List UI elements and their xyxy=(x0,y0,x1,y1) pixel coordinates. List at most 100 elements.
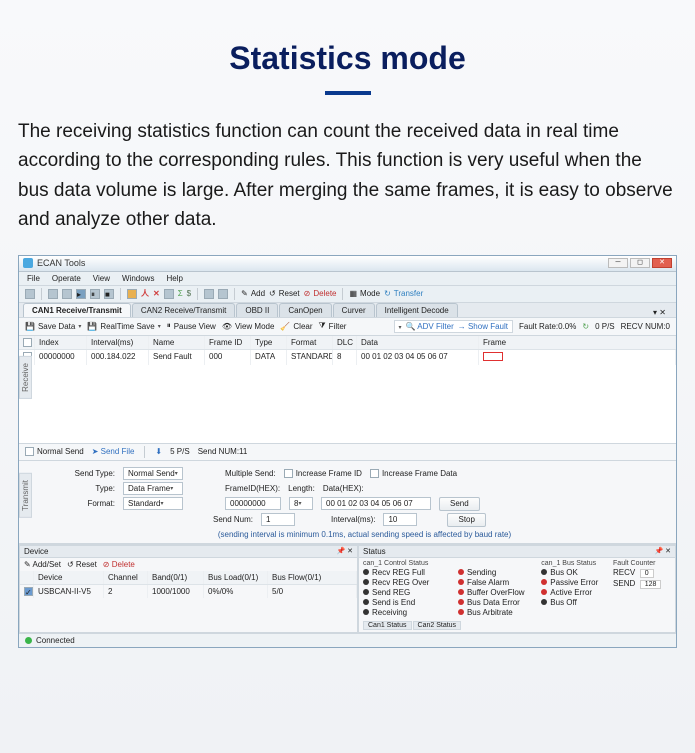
toolbar-icon[interactable]: Σ xyxy=(178,289,183,298)
view-mode-button[interactable]: 👁 View Mode xyxy=(222,322,275,331)
length-label: Length: xyxy=(288,484,315,493)
interval-input[interactable]: 10 xyxy=(383,513,417,526)
col-type[interactable]: Type xyxy=(251,336,287,349)
normal-send-tab[interactable]: Normal Send xyxy=(25,447,84,456)
maximize-button[interactable]: ◻ xyxy=(630,258,650,268)
devcol-device[interactable]: Device xyxy=(34,571,104,584)
status-item: Send is End xyxy=(363,598,450,607)
realtime-save-button[interactable]: 💾 RealTime Save xyxy=(87,322,160,331)
pause-icon[interactable]: ⏸ xyxy=(90,289,100,299)
title-bar: ECAN Tools ─ ◻ ✕ xyxy=(19,256,676,272)
main-toolbar: ▸ ⏸ ■ 人 ✕ Σ $ ✎ Add ↺ Reset ⊘ Delete ▦ M… xyxy=(19,286,676,303)
tab-can2[interactable]: CAN2 Receive/Transmit xyxy=(132,303,236,317)
col-frameid[interactable]: Frame ID xyxy=(205,336,251,349)
frameid-input[interactable]: 00000000 xyxy=(225,497,281,510)
send-type-select[interactable]: Normal Send xyxy=(123,467,183,480)
transfer-button[interactable]: ↻ Transfer xyxy=(384,289,423,298)
tab-can1[interactable]: CAN1 Receive/Transmit xyxy=(23,303,131,317)
col-index[interactable]: Index xyxy=(35,336,87,349)
length-select[interactable]: 8 xyxy=(289,497,313,510)
mode-button[interactable]: ▦ Mode xyxy=(349,289,380,298)
menu-operate[interactable]: Operate xyxy=(52,274,81,283)
col-frame[interactable]: Frame xyxy=(479,336,676,349)
format-select[interactable]: Standard xyxy=(123,497,183,510)
col-interval[interactable]: Interval(ms) xyxy=(87,336,149,349)
menu-view[interactable]: View xyxy=(93,274,110,283)
increase-framedata-checkbox[interactable]: Increase Frame Data xyxy=(370,469,457,478)
play-icon[interactable]: ▸ xyxy=(76,289,86,299)
toolbar-icon[interactable]: 人 xyxy=(141,288,149,299)
status-item: Send REG xyxy=(363,588,450,597)
add-button[interactable]: ✎ Add xyxy=(241,289,265,298)
col-dlc[interactable]: DLC xyxy=(333,336,357,349)
save-data-button[interactable]: 💾 Save Data xyxy=(25,322,81,331)
toolbar-icon[interactable] xyxy=(164,289,174,299)
pause-view-button[interactable]: ⏸ Pause View xyxy=(167,321,216,331)
show-fault-button[interactable]: → Show Fault xyxy=(458,322,508,331)
tab-canopen[interactable]: CanOpen xyxy=(279,303,331,317)
devcol-busflow[interactable]: Bus Flow(0/1) xyxy=(268,571,357,584)
col-name[interactable]: Name xyxy=(149,336,205,349)
minimize-button[interactable]: ─ xyxy=(608,258,628,268)
device-row[interactable]: ✓ USBCAN-II-V5 2 1000/1000 0%/0% 5/0 xyxy=(20,585,357,598)
stop-icon[interactable]: ■ xyxy=(104,289,114,299)
toolbar-icon[interactable] xyxy=(218,289,228,299)
app-title: ECAN Tools xyxy=(37,258,608,268)
device-addset-button[interactable]: ✎ Add/Set xyxy=(24,560,61,569)
menu-help[interactable]: Help xyxy=(166,274,182,283)
recv-num-label: RECV NUM:0 xyxy=(621,322,670,331)
close-button[interactable]: ✕ xyxy=(652,258,672,268)
send-file-tab[interactable]: ➤ Send File xyxy=(92,447,135,456)
devcol-busload[interactable]: Bus Load(0/1) xyxy=(204,571,268,584)
send-type-label: Send Type: xyxy=(59,469,115,478)
col-data[interactable]: Data xyxy=(357,336,479,349)
adv-filter-button[interactable]: 🔍 ADV Filter xyxy=(406,322,454,331)
device-delete-button[interactable]: ⊘ Delete xyxy=(103,560,135,569)
tab-obd[interactable]: OBD II xyxy=(236,303,278,317)
clear-button[interactable]: 🧹 Clear xyxy=(280,322,312,331)
reset-button[interactable]: ↺ Reset xyxy=(269,289,300,298)
toolbar-icon[interactable]: ✕ xyxy=(153,289,160,298)
toolbar-icon[interactable]: $ xyxy=(187,289,191,298)
toolbar-icon[interactable] xyxy=(204,289,214,299)
send-num-input[interactable]: 1 xyxy=(261,513,295,526)
send-button[interactable]: Send xyxy=(439,497,480,511)
stop-button[interactable]: Stop xyxy=(447,513,485,527)
adv-filter-dd[interactable] xyxy=(399,322,402,331)
can1-status-tab[interactable]: Can1 Status xyxy=(363,621,412,630)
status-item: Sending xyxy=(458,568,533,577)
tabstrip-controls[interactable]: ▾ ✕ xyxy=(647,308,672,317)
send-down-icon[interactable]: ⬇ xyxy=(155,447,162,456)
device-panel-pin[interactable]: 📌 ✕ xyxy=(336,547,353,556)
status-panel-pin[interactable]: 📌 ✕ xyxy=(654,547,671,556)
transmit-side-tab[interactable]: Transmit xyxy=(19,473,32,518)
interval-label: Interval(ms): xyxy=(331,515,375,524)
tab-curver[interactable]: Curver xyxy=(333,303,375,317)
col-checkbox[interactable] xyxy=(19,336,35,349)
menu-windows[interactable]: Windows xyxy=(122,274,154,283)
menu-file[interactable]: File xyxy=(27,274,40,283)
col-format[interactable]: Format xyxy=(287,336,333,349)
increase-frameid-checkbox[interactable]: Increase Frame ID xyxy=(284,469,362,478)
send-num-label: Send NUM:11 xyxy=(198,447,248,456)
tab-decode[interactable]: Intelligent Decode xyxy=(376,303,458,317)
delete-button[interactable]: ⊘ Delete xyxy=(304,289,337,298)
cell-data: 00 01 02 03 04 05 06 07 xyxy=(357,350,479,365)
refresh-icon[interactable]: ↻ xyxy=(582,322,589,331)
can2-status-tab[interactable]: Can2 Status xyxy=(413,621,462,630)
table-row[interactable]: 00000000 000.184.022 Send Fault 000 DATA… xyxy=(19,350,676,365)
devcol-band[interactable]: Band(0/1) xyxy=(148,571,204,584)
receive-side-tab[interactable]: Receive xyxy=(19,356,32,399)
device-reset-button[interactable]: ↺ Reset xyxy=(67,560,97,569)
toolbar-icon[interactable] xyxy=(48,289,58,299)
filter-button[interactable]: ⧩ Filter xyxy=(319,321,347,331)
status-item: Receiving xyxy=(363,608,450,617)
devcol-channel[interactable]: Channel xyxy=(104,571,148,584)
type-select[interactable]: Data Frame xyxy=(123,482,183,495)
toolbar-icon[interactable] xyxy=(25,289,35,299)
channel-tabs: CAN1 Receive/Transmit CAN2 Receive/Trans… xyxy=(19,303,676,318)
toolbar-icon[interactable] xyxy=(62,289,72,299)
data-input[interactable]: 00 01 02 03 04 05 06 07 xyxy=(321,497,431,510)
app-icon xyxy=(23,258,33,268)
toolbar-icon[interactable] xyxy=(127,289,137,299)
